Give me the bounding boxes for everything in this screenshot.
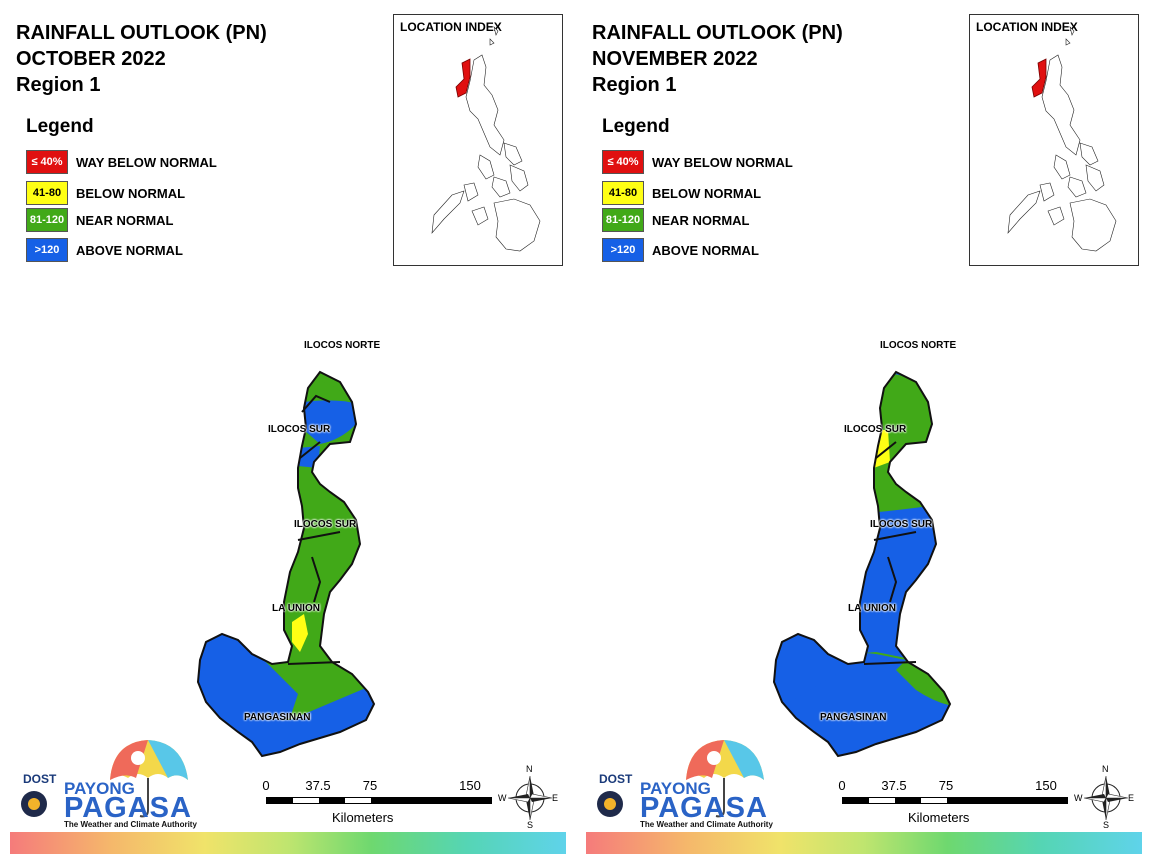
pagasa-logo: DOST PAYONG PAGASA The Weather and Clima… — [594, 738, 774, 830]
compass-n: N — [1102, 764, 1109, 774]
region-1-map-november — [772, 370, 952, 758]
compass-s: S — [1103, 820, 1110, 830]
region-map: ILOCOS NORTE ILOCOS SUR ILOCOS SUR LA UN… — [756, 262, 996, 772]
inset-label: LOCATION INDEX — [976, 20, 1078, 34]
province-label: LA UNION — [272, 603, 320, 614]
province-label: ILOCOS SUR — [870, 519, 933, 530]
logo-payong: PAYONG — [640, 779, 711, 798]
province-label: ILOCOS SUR — [844, 424, 907, 435]
umbrella-icon — [597, 740, 764, 818]
legend-item-near: 81-120 NEAR NORMAL — [26, 207, 174, 233]
legend-heading: Legend — [602, 116, 670, 137]
legend-swatch: 81-120 — [26, 208, 68, 232]
philippines-outline-map — [431, 26, 541, 252]
scale-tick: 75 — [938, 778, 954, 793]
panel-title: RAINFALL OUTLOOK (PN) OCTOBER 2022 Regio… — [16, 20, 267, 98]
scale-unit: Kilometers — [908, 810, 970, 825]
compass-w: W — [1074, 793, 1083, 803]
legend-swatch: 41-80 — [602, 181, 644, 205]
legend-heading: Legend — [26, 116, 94, 137]
location-index-inset: LOCATION INDEX — [393, 14, 563, 266]
legend-item-way-below: ≤ 40% WAY BELOW NORMAL — [602, 149, 793, 175]
outlook-panel-october: RAINFALL OUTLOOK (PN) OCTOBER 2022 Regio… — [10, 14, 566, 854]
logo-tagline: The Weather and Climate Authority — [64, 820, 197, 829]
legend-swatch: >120 — [602, 238, 644, 262]
region-1-highlight — [1031, 58, 1047, 98]
legend-label: WAY BELOW NORMAL — [76, 154, 217, 170]
region-map: ILOCOS NORTE ILOCOS SUR ILOCOS SUR LA UN… — [180, 262, 420, 772]
compass-icon — [507, 775, 553, 821]
compass-icon — [1083, 775, 1129, 821]
pagasa-logo: DOST PAYONG PAGASA The Weather and Clima… — [18, 738, 198, 830]
legend-label: BELOW NORMAL — [76, 185, 186, 201]
legend-label: NEAR NORMAL — [76, 212, 174, 228]
province-label: LA UNION — [848, 603, 896, 614]
legend-item-below: 41-80 BELOW NORMAL — [26, 180, 185, 206]
compass-n: N — [526, 764, 533, 774]
scale-bar: 0 37.5 75 150 Kilometers — [262, 778, 502, 828]
inset-label: LOCATION INDEX — [400, 20, 502, 34]
logo-payong: PAYONG — [64, 779, 135, 798]
region-1-highlight — [455, 58, 471, 98]
compass-rose: N S W E — [1074, 764, 1136, 830]
philippines-outline-map — [1007, 26, 1117, 252]
legend-item-way-below: ≤ 40% WAY BELOW NORMAL — [26, 149, 217, 175]
title-region: Region 1 — [16, 74, 101, 96]
color-gradient-bar — [10, 832, 566, 854]
province-label: ILOCOS SUR — [268, 424, 331, 435]
umbrella-icon — [21, 740, 188, 818]
legend-label: ABOVE NORMAL — [76, 242, 183, 258]
province-label: PANGASINAN — [820, 712, 887, 723]
legend-swatch: 41-80 — [26, 181, 68, 205]
legend-label: WAY BELOW NORMAL — [652, 154, 793, 170]
scale-tick: 0 — [838, 778, 846, 793]
region-1-map-october — [196, 370, 376, 758]
legend-label: NEAR NORMAL — [652, 212, 750, 228]
scale-tick: 75 — [362, 778, 378, 793]
title-region: Region 1 — [592, 74, 677, 96]
location-index-inset: LOCATION INDEX — [969, 14, 1139, 266]
panel-title: RAINFALL OUTLOOK (PN) NOVEMBER 2022 Regi… — [592, 20, 843, 98]
compass-w: W — [498, 793, 507, 803]
title-line-1: RAINFALL OUTLOOK (PN) — [592, 22, 843, 44]
compass-e: E — [552, 793, 559, 803]
compass-rose: N S W E — [498, 764, 560, 830]
logo-dost: DOST — [599, 772, 633, 786]
province-label: ILOCOS NORTE — [880, 340, 957, 351]
scale-tick: 0 — [262, 778, 270, 793]
province-label: PANGASINAN — [244, 712, 311, 723]
title-month: NOVEMBER 2022 — [592, 48, 758, 70]
color-gradient-bar — [586, 832, 1142, 854]
scale-segments — [266, 797, 492, 804]
legend-swatch: >120 — [26, 238, 68, 262]
scale-tick: 37.5 — [881, 778, 907, 793]
legend-swatch: ≤ 40% — [26, 150, 68, 174]
logo-pagasa: PAGASA — [640, 792, 768, 824]
legend-item-above: >120 ABOVE NORMAL — [26, 237, 183, 263]
scale-tick: 37.5 — [305, 778, 331, 793]
title-month: OCTOBER 2022 — [16, 48, 166, 70]
legend-label: ABOVE NORMAL — [652, 242, 759, 258]
legend-swatch: 81-120 — [602, 208, 644, 232]
logo-pagasa: PAGASA — [64, 792, 192, 824]
scale-tick: 150 — [459, 778, 481, 793]
scale-tick: 150 — [1035, 778, 1057, 793]
legend-label: BELOW NORMAL — [652, 185, 762, 201]
legend-item-below: 41-80 BELOW NORMAL — [602, 180, 761, 206]
scale-segments — [842, 797, 1068, 804]
legend-item-near: 81-120 NEAR NORMAL — [602, 207, 750, 233]
province-label: ILOCOS SUR — [294, 519, 357, 530]
logo-tagline: The Weather and Climate Authority — [640, 820, 773, 829]
logo-dost: DOST — [23, 772, 57, 786]
compass-s: S — [527, 820, 534, 830]
legend-swatch: ≤ 40% — [602, 150, 644, 174]
compass-e: E — [1128, 793, 1135, 803]
scale-bar: 0 37.5 75 150 Kilometers — [838, 778, 1078, 828]
title-line-1: RAINFALL OUTLOOK (PN) — [16, 22, 267, 44]
legend-item-above: >120 ABOVE NORMAL — [602, 237, 759, 263]
province-label: ILOCOS NORTE — [304, 340, 381, 351]
outlook-panel-november: RAINFALL OUTLOOK (PN) NOVEMBER 2022 Regi… — [576, 0, 1152, 864]
scale-unit: Kilometers — [332, 810, 394, 825]
